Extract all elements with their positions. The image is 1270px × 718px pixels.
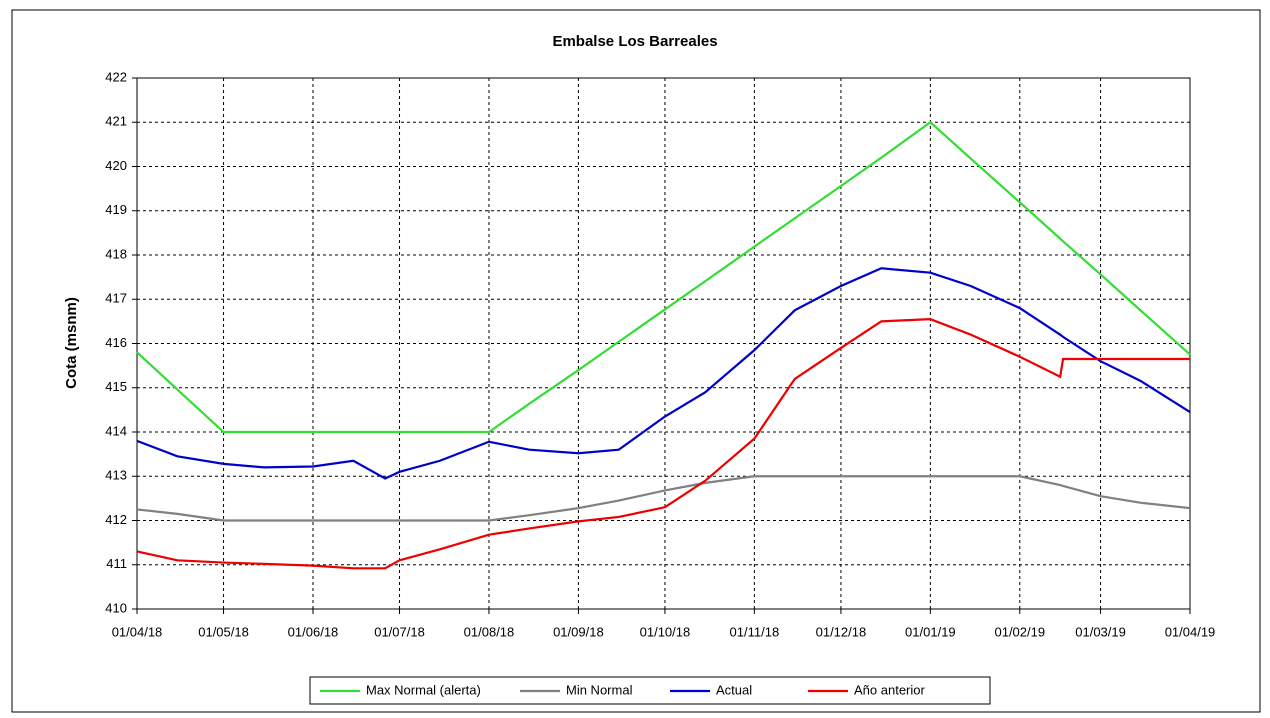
x-tick-label: 01/08/18 <box>464 624 515 639</box>
y-tick-label: 416 <box>105 335 127 350</box>
x-tick-label: 01/02/19 <box>994 624 1045 639</box>
y-tick-label: 411 <box>106 556 127 571</box>
y-tick-label: 419 <box>105 202 127 217</box>
y-tick-label: 410 <box>105 600 127 615</box>
plot-area <box>136 77 1191 610</box>
x-tick-label: 01/03/19 <box>1075 624 1126 639</box>
x-tick-label: 01/07/18 <box>374 624 425 639</box>
chart-title: Embalse Los Barreales <box>552 33 717 50</box>
x-tick-label: 01/06/18 <box>288 624 339 639</box>
chart-frame <box>11 9 1261 713</box>
series-line <box>136 475 1191 522</box>
y-axis-label: Cota (msnm) <box>63 297 80 389</box>
y-tick-label: 417 <box>105 291 127 306</box>
y-tick-label: 412 <box>105 512 127 527</box>
x-tick-label: 01/12/18 <box>816 624 867 639</box>
legend-label: Min Normal <box>566 682 633 697</box>
y-tick-label: 418 <box>105 246 127 261</box>
legend-label: Actual <box>716 682 752 697</box>
x-tick-label: 01/11/18 <box>730 624 780 639</box>
x-tick-label: 01/04/18 <box>112 624 163 639</box>
x-tick-label: 01/04/19 <box>1165 624 1216 639</box>
x-tick-label: 01/10/18 <box>640 624 691 639</box>
y-tick-label: 414 <box>105 423 127 438</box>
legend-label: Max Normal (alerta) <box>366 682 481 697</box>
y-tick-label: 421 <box>105 114 127 129</box>
y-tick-label: 413 <box>105 468 127 483</box>
x-tick-label: 01/09/18 <box>553 624 604 639</box>
series-line <box>136 120 1191 434</box>
y-tick-label: 422 <box>105 69 127 84</box>
legend-label: Año anterior <box>854 682 925 697</box>
y-tick-label: 415 <box>105 379 127 394</box>
x-tick-label: 01/01/19 <box>905 624 956 639</box>
legend-box <box>309 676 991 705</box>
y-tick-label: 420 <box>105 158 127 173</box>
series-line <box>136 267 1191 480</box>
x-tick-label: 01/05/18 <box>198 624 249 639</box>
series-line <box>136 318 1190 570</box>
